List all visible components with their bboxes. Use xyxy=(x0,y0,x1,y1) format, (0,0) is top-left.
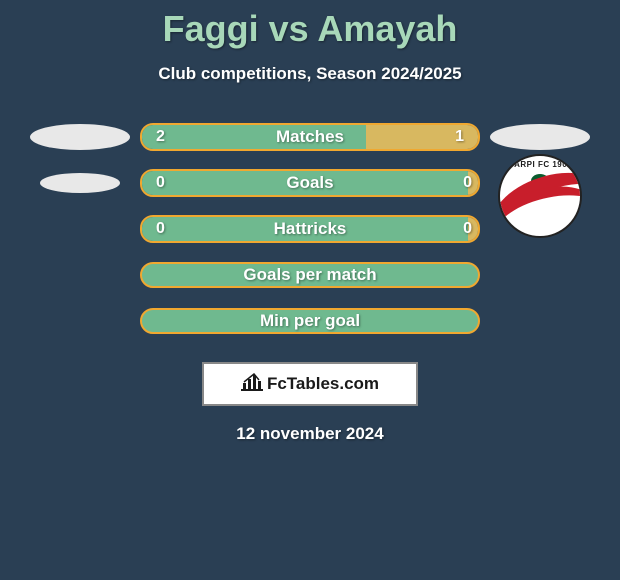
bar-hattricks: Hattricks 0 0 xyxy=(140,215,480,243)
bar-matches: Matches 2 1 xyxy=(140,123,480,151)
page-title: Faggi vs Amayah xyxy=(0,0,620,50)
stat-row-gpm: Goals per match xyxy=(0,252,620,298)
bar-chart-icon xyxy=(241,373,263,396)
bar-split: 0 0 xyxy=(140,169,480,197)
right-crest-wrap: CARPI FC 1909 xyxy=(480,160,600,206)
bar-left-value: 0 xyxy=(142,171,468,195)
date-text: 12 november 2024 xyxy=(0,424,620,444)
team-crest: CARPI FC 1909 xyxy=(498,154,582,238)
brand-box[interactable]: FcTables.com xyxy=(202,362,418,406)
stat-row-mpg: Min per goal xyxy=(0,298,620,344)
bar-left-value: 2 xyxy=(142,125,366,149)
left-team-placeholder xyxy=(20,173,140,193)
bar-left-value: 0 xyxy=(142,217,468,241)
right-team-placeholder xyxy=(480,124,600,150)
bar-right-value: 0 xyxy=(468,217,478,241)
bar-right-value: 0 xyxy=(468,171,478,195)
stat-row-matches: Matches 2 1 xyxy=(0,114,620,160)
stat-rows: Matches 2 1 Goals 0 0 CARPI FC 1909 xyxy=(0,114,620,344)
subtitle: Club competitions, Season 2024/2025 xyxy=(0,64,620,84)
bar-gpm: Goals per match xyxy=(140,262,480,288)
brand-text: FcTables.com xyxy=(267,374,379,394)
ellipse-icon xyxy=(490,124,590,150)
bar-right-value: 1 xyxy=(366,125,478,149)
ellipse-icon xyxy=(30,124,130,150)
left-team-placeholder xyxy=(20,124,140,150)
ellipse-icon xyxy=(40,173,120,193)
bar-mpg: Min per goal xyxy=(140,308,480,334)
bar-split: 0 0 xyxy=(140,215,480,243)
bar-split: 2 1 xyxy=(140,123,480,151)
crest-text: CARPI FC 1909 xyxy=(500,160,580,169)
stat-row-goals: Goals 0 0 CARPI FC 1909 xyxy=(0,160,620,206)
bar-goals: Goals 0 0 xyxy=(140,169,480,197)
